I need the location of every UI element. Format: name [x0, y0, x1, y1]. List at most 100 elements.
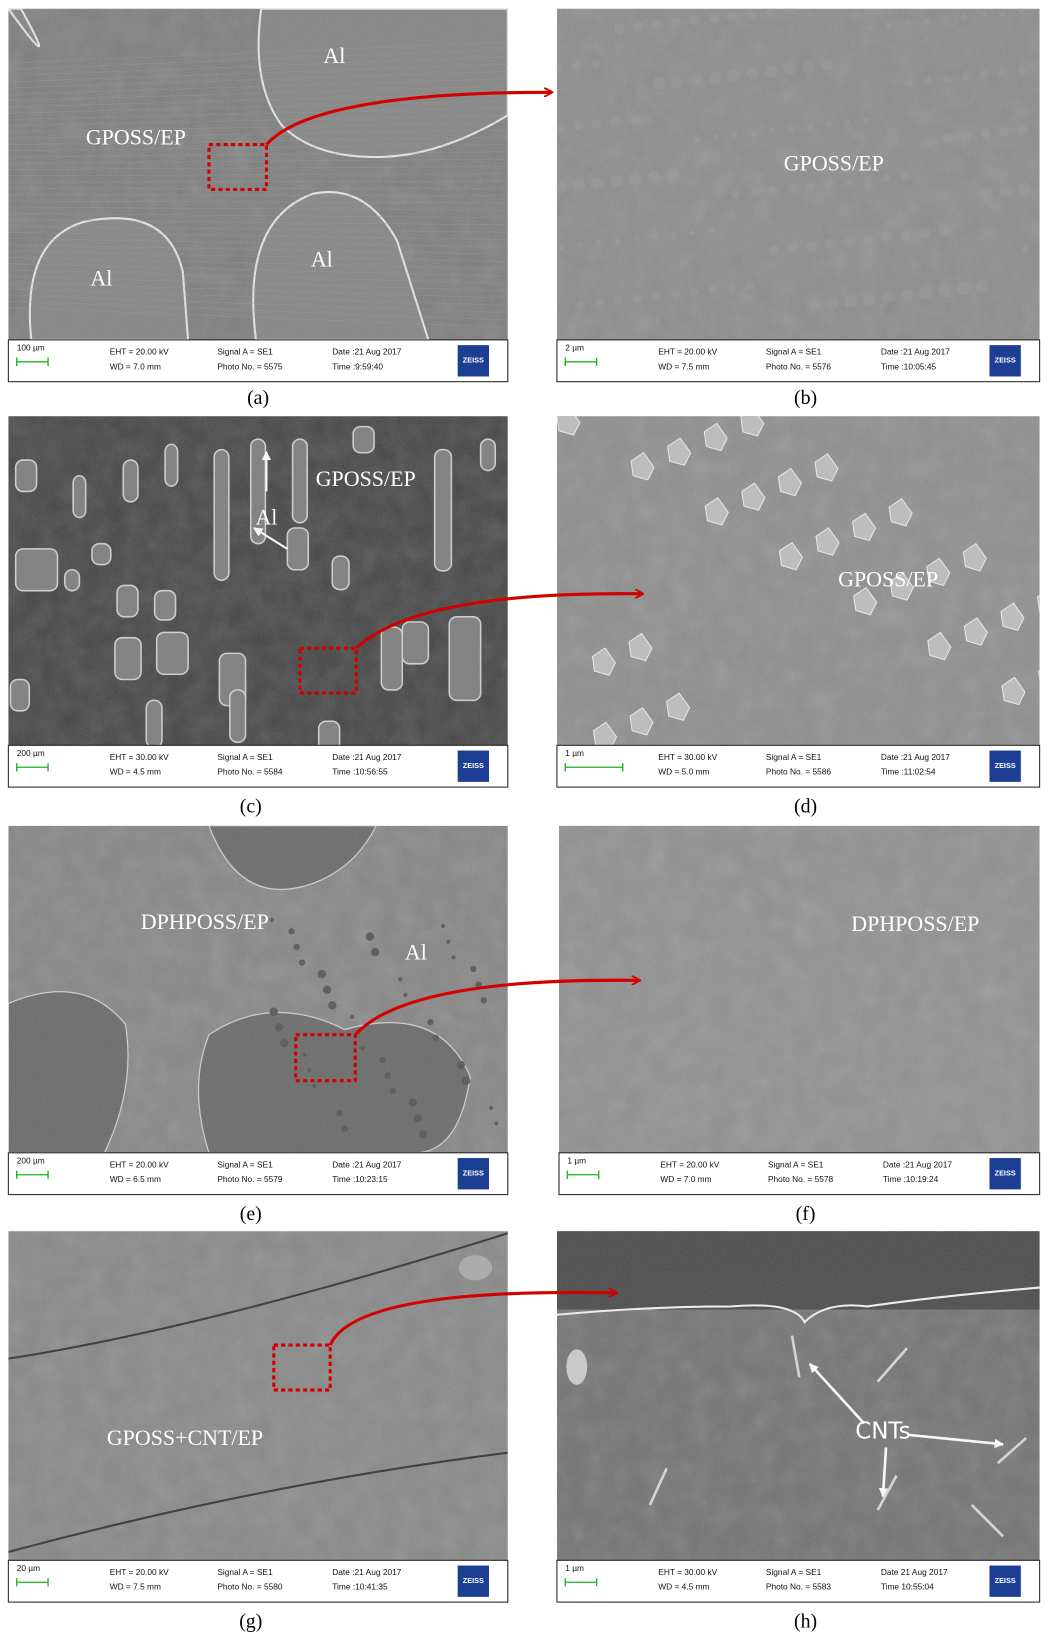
info-photo: Photo No. = 5586	[766, 767, 832, 777]
annotation: DPHPOSS/EP	[851, 911, 979, 936]
info-time: Time :10:05:45	[881, 361, 937, 371]
annotation: DPHPOSS/EP	[141, 909, 269, 934]
image-noise	[557, 416, 1040, 745]
info-wd: WD = 7.0 mm	[660, 1174, 711, 1184]
annotation: GPOSS+CNT/EP	[107, 1425, 263, 1450]
image-noise	[557, 1231, 1040, 1560]
logo: ZEISS	[463, 761, 484, 770]
info-photo: Photo No. = 5580	[217, 1582, 283, 1592]
caption: (a)	[247, 387, 269, 409]
sem-image	[8, 1231, 507, 1560]
caption: (c)	[240, 796, 262, 818]
debris	[1039, 663, 1048, 690]
info-date: Date :21 Aug 2017	[332, 1567, 401, 1577]
info-wd: WD = 7.5 mm	[658, 361, 709, 371]
sem-image	[559, 826, 1040, 1153]
info-photo: Photo No. = 5578	[768, 1174, 834, 1184]
info-date: Date :21 Aug 2017	[332, 347, 401, 357]
info-wd: WD = 4.5 mm	[658, 1582, 709, 1592]
caption: (b)	[794, 387, 817, 409]
logo: ZEISS	[995, 356, 1016, 365]
info-signal: Signal A = SE1	[217, 752, 273, 762]
sem-panel: GPOSS+CNT/EP 20 µm EHT = 20.00 kV WD = 7.5 …	[8, 1231, 507, 1632]
info-photo: Photo No. = 5576	[766, 361, 832, 371]
annotation: Al	[323, 43, 345, 68]
info-eht: EHT = 20.00 kV	[110, 1160, 169, 1170]
info-date: Date 21 Aug 2017	[881, 1567, 948, 1577]
info-eht: EHT = 20.00 kV	[110, 347, 169, 357]
caption: (g)	[239, 1611, 262, 1633]
scale-label: 100 µm	[17, 342, 45, 352]
info-wd: WD = 7.5 mm	[110, 1582, 161, 1592]
info-date: Date :21 Aug 2017	[881, 347, 950, 357]
caption: (f)	[796, 1203, 816, 1225]
scale-label: 1 µm	[565, 748, 584, 758]
info-wd: WD = 6.5 mm	[110, 1174, 161, 1184]
info-time: Time 10:55:04	[881, 1582, 934, 1592]
info-eht: EHT = 30.00 kV	[658, 752, 717, 762]
info-eht: EHT = 20.00 kV	[660, 1160, 719, 1170]
logo: ZEISS	[463, 356, 484, 365]
info-date: Date :21 Aug 2017	[332, 752, 401, 762]
logo: ZEISS	[995, 761, 1016, 770]
image-noise	[8, 9, 507, 340]
caption: (h)	[794, 1611, 817, 1633]
annotation: GPOSS/EP	[86, 124, 186, 149]
logo: ZEISS	[463, 1169, 484, 1178]
info-date: Date :21 Aug 2017	[883, 1160, 952, 1170]
annotation: Al	[405, 939, 427, 964]
page: {"panels": [ {"caption": "(a)", "labels"…	[0, 0, 1048, 1639]
image-noise	[8, 416, 507, 745]
info-signal: Signal A = SE1	[217, 1567, 273, 1577]
info-time: Time :10:23:15	[332, 1174, 388, 1184]
image-noise	[8, 1231, 507, 1560]
info-date: Date :21 Aug 2017	[332, 1160, 401, 1170]
info-wd: WD = 5.0 mm	[658, 767, 709, 777]
info-signal: Signal A = SE1	[217, 1160, 273, 1170]
sem-image	[8, 826, 507, 1153]
annotation: Al	[255, 505, 277, 530]
annotation: GPOSS/EP	[784, 150, 884, 175]
figure: Al GPOSS/EP Al Al 100 µm EHT = 20.00 kV WD = 7…	[0, 0, 1048, 1639]
annotation: Al	[90, 265, 112, 290]
annotation: GPOSS/EP	[838, 566, 938, 591]
info-photo: Photo No. = 5583	[766, 1582, 832, 1592]
info-signal: Signal A = SE1	[766, 752, 822, 762]
logo: ZEISS	[995, 1169, 1016, 1178]
info-time: Time :9:59:40	[332, 361, 383, 371]
info-time: Time :10:41:35	[332, 1582, 388, 1592]
logo: ZEISS	[463, 1576, 484, 1585]
sem-panel: Al GPOSS/EP Al Al 100 µm EHT = 20.00 kV WD = 7…	[8, 9, 507, 409]
info-time: Time :10:56:55	[332, 767, 388, 777]
info-time: Time :10:19:24	[883, 1174, 939, 1184]
scale-label: 1 µm	[567, 1155, 586, 1165]
info-wd: WD = 7.0 mm	[110, 361, 161, 371]
caption: (d)	[794, 796, 817, 818]
logo: ZEISS	[995, 1576, 1016, 1585]
info-eht: EHT = 20.00 kV	[110, 1567, 169, 1577]
info-wd: WD = 4.5 mm	[110, 767, 161, 777]
image-noise	[8, 826, 507, 1153]
sem-image	[557, 408, 1048, 750]
scale-label: 20 µm	[17, 1563, 40, 1573]
annotation: Al	[311, 247, 333, 272]
caption: (e)	[240, 1203, 262, 1225]
sem-panel: GPOSS/EP 1 µm EHT = 30.00 kV WD = 5.0 mm Sig…	[557, 408, 1048, 818]
info-photo: Photo No. = 5579	[217, 1174, 283, 1184]
info-time: Time :11:02:54	[881, 767, 936, 777]
scale-label: 200 µm	[17, 748, 45, 758]
info-signal: Signal A = SE1	[766, 1567, 822, 1577]
annotation: GPOSS/EP	[316, 466, 416, 491]
info-eht: EHT = 20.00 kV	[658, 347, 717, 357]
annotation: CNTs	[855, 1418, 910, 1444]
scale-label: 200 µm	[17, 1155, 45, 1165]
info-photo: Photo No. = 5584	[217, 767, 283, 777]
scale-label: 1 µm	[565, 1563, 584, 1573]
sem-image	[8, 9, 507, 340]
sem-panel: DPHPOSS/EP Al 200 µm EHT = 20.00 kV WD = 6.5…	[8, 826, 507, 1225]
image-noise	[559, 826, 1040, 1153]
info-date: Date :21 Aug 2017	[881, 752, 950, 762]
